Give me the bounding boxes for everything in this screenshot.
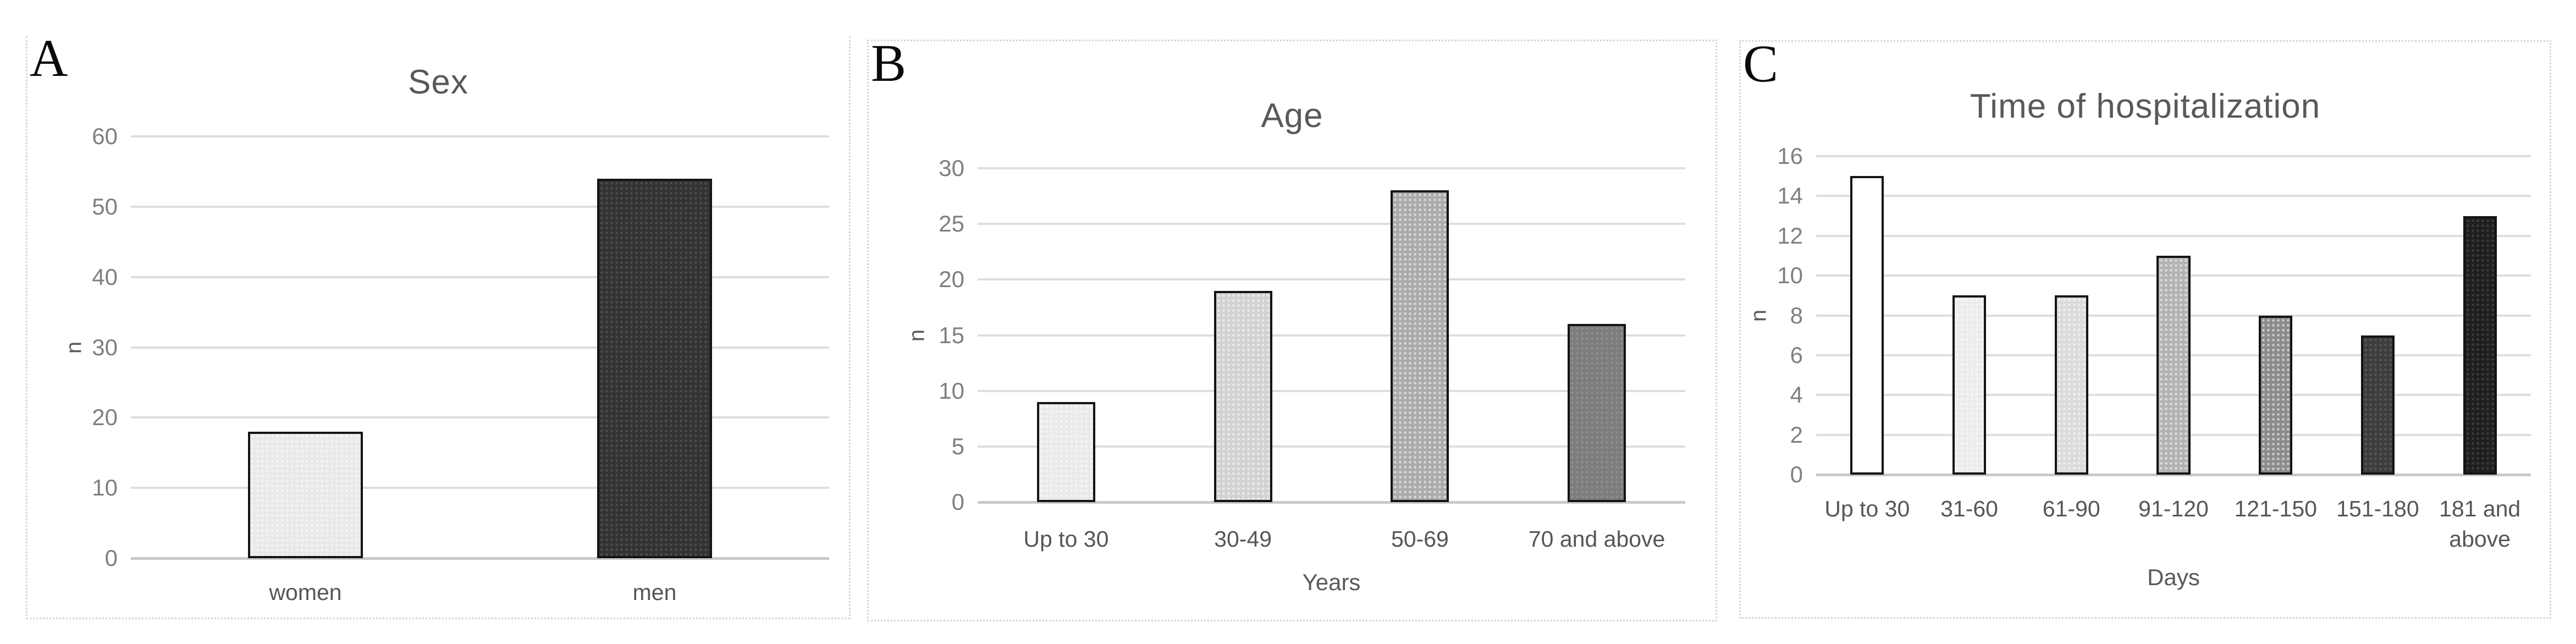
y-tick-label-16: 16 (1777, 143, 1803, 169)
bar-fill-pattern (2261, 317, 2291, 472)
bar-50-69 (1391, 190, 1449, 502)
y-tick-label-10: 10 (92, 475, 118, 501)
x-category-label-70-and-above: 70 and above (1528, 526, 1665, 552)
y-tick-label-40: 40 (92, 263, 118, 290)
y-tick-label-0: 0 (1790, 461, 1803, 487)
x-category-label-181-and-above: 181 and above (2439, 496, 2521, 552)
x-category-label-61-90: 61-90 (2042, 496, 2100, 521)
chart-title-age: Age (1261, 97, 1323, 135)
bar-fill-pattern (1954, 298, 1984, 472)
bar-fill-pattern (599, 180, 710, 556)
x-axis-line (1816, 474, 2531, 476)
gridline-5 (978, 445, 1685, 448)
y-tick-label-10: 10 (939, 377, 964, 404)
gridline-12 (1816, 234, 2531, 237)
x-category-label-50-69: 50-69 (1391, 526, 1449, 552)
panel-letter-c: C (1743, 34, 1779, 93)
x-category-label-up-to-30: Up to 30 (1824, 496, 1910, 521)
bar-121-150 (2259, 315, 2293, 475)
gridline-60 (131, 135, 829, 137)
y-tick-label-20: 20 (92, 404, 118, 431)
gridline-20 (978, 278, 1685, 281)
y-axis-title-n: n (904, 329, 929, 342)
y-tick-label-4: 4 (1790, 382, 1803, 408)
panel-a-sex-chart: A Sex n 0 10 20 30 40 50 60 women men (26, 30, 851, 619)
bar-fill-pattern (1039, 404, 1093, 500)
x-category-label-91-120: 91-120 (2138, 496, 2209, 521)
x-category-label-up-to-30: Up to 30 (1023, 526, 1109, 552)
x-category-label-121-150: 121-150 (2234, 496, 2317, 521)
bar-fill-pattern (2363, 337, 2393, 472)
bar-fill-pattern (2159, 257, 2188, 472)
y-axis-title-n: n (62, 341, 86, 354)
gridline-10 (978, 389, 1685, 392)
x-category-label-men: men (632, 580, 677, 605)
chart-title-time-of-hospitalization: Time of hospitalization (1970, 87, 2321, 125)
y-tick-label-14: 14 (1777, 183, 1803, 209)
y-tick-label-30: 30 (92, 334, 118, 360)
x-axis-line (978, 501, 1685, 504)
y-tick-label-6: 6 (1790, 342, 1803, 368)
panel-c-hospitalization-chart: C Time of hospitalization n 0 2 4 6 8 10 12 14 1… (1739, 36, 2551, 619)
bar-91-120 (2156, 255, 2191, 475)
y-tick-label-10: 10 (1777, 262, 1803, 289)
x-category-label-30-49: 30-49 (1214, 526, 1272, 552)
bar-men (597, 178, 713, 558)
bar-women (247, 431, 363, 558)
gridline-20 (131, 416, 829, 419)
panel-letter-b: B (871, 34, 907, 92)
plot-area: 0 5 10 15 20 25 30 (939, 155, 1685, 515)
y-tick-label-2: 2 (1790, 421, 1803, 448)
y-tick-label-25: 25 (939, 211, 964, 237)
plot-area: 0 2 4 6 8 10 12 14 16 (1777, 143, 2531, 487)
bar-61-90 (2054, 295, 2088, 475)
bar-31-60 (1952, 295, 1987, 475)
x-axis-line (131, 557, 829, 560)
gridline-30 (978, 167, 1685, 169)
bar-fill-pattern (2056, 298, 2086, 472)
bar-fill-pattern (1852, 178, 1882, 472)
gridline-16 (1816, 155, 2531, 157)
bar-30-49 (1213, 290, 1272, 502)
x-axis-title-days: Days (2147, 564, 2200, 590)
gridline-40 (131, 276, 829, 278)
gridline-25 (978, 223, 1685, 225)
x-category-label-women: women (269, 580, 342, 605)
gridline-10 (131, 487, 829, 489)
y-tick-label-8: 8 (1790, 302, 1803, 328)
bar-70-and-above (1568, 324, 1626, 502)
y-tick-label-12: 12 (1777, 222, 1803, 249)
bar-fill-pattern (250, 433, 361, 556)
x-axis-title-years: Years (1302, 569, 1361, 595)
bar-fill-pattern (1216, 293, 1270, 500)
bar-up-to-30 (1850, 176, 1884, 475)
y-tick-label-15: 15 (939, 322, 964, 348)
gridline-15 (978, 334, 1685, 337)
bar-up-to-30 (1036, 401, 1095, 502)
y-tick-label-60: 60 (92, 123, 118, 149)
y-tick-label-5: 5 (951, 433, 964, 459)
gridline-30 (131, 346, 829, 349)
bar-fill-pattern (2465, 218, 2495, 472)
y-tick-label-20: 20 (939, 266, 964, 293)
panel-letter-a: A (30, 29, 68, 87)
x-category-label-31-60: 31-60 (1940, 496, 1998, 521)
y-tick-label-0: 0 (951, 489, 964, 515)
plot-area: 0 10 20 30 40 50 60 (92, 123, 829, 571)
y-tick-label-0: 0 (104, 545, 118, 571)
chart-title-sex: Sex (408, 63, 468, 101)
bar-fill-pattern (1570, 326, 1624, 500)
panel-b-age-chart: B Age n 0 5 10 15 20 25 30 Up to 30 30-49 50-69 7… (867, 35, 1717, 621)
bar-151-180 (2360, 335, 2395, 475)
y-tick-label-50: 50 (92, 193, 118, 219)
bar-181-and-above (2463, 216, 2497, 475)
gridline-50 (131, 205, 829, 208)
bar-fill-pattern (1393, 192, 1447, 500)
x-category-label-151-180: 151-180 (2336, 496, 2419, 521)
y-tick-label-30: 30 (939, 155, 964, 181)
y-axis-title-n: n (1746, 309, 1771, 322)
gridline-14 (1816, 195, 2531, 197)
